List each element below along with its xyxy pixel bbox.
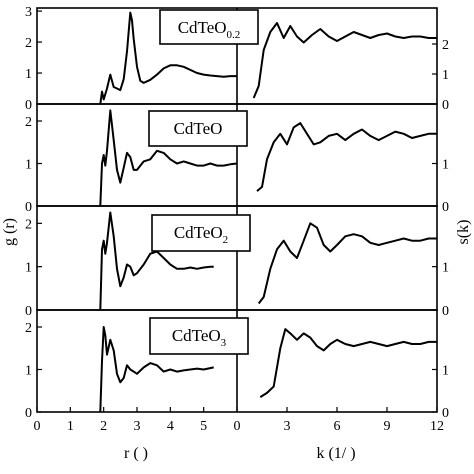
y-tick-label-right-row1: 2 [442,38,449,53]
y-tick-label-left-row1: 3 [25,5,32,20]
y-axis-label-right: s(k) [455,220,472,245]
y-tick-label-left-row3: 2 [25,217,32,232]
composition-label-row3: CdTeO2 [174,223,228,246]
series-line-sk-row1 [252,22,437,99]
y-tick-label-right-row4: 0 [442,406,449,421]
series-line-sk-row2 [256,122,437,192]
y-tick-label-left-row1: 0 [25,98,32,113]
x-tick-label-left: 5 [200,419,207,434]
composition-label-box-row4 [149,317,249,355]
y-tick-label-left-row4: 1 [25,364,32,379]
y-tick-label-left-row2: 0 [25,200,32,215]
y-tick-label-left-row4: 2 [25,321,32,336]
composition-main: CdTeO [174,223,223,242]
x-tick-label-left: 4 [167,419,174,434]
series-line-sk-row3 [257,222,437,305]
y-tick-label-left-row2: 1 [25,158,32,173]
y-axis-label-left: g (r) [1,218,18,246]
x-axis-label-right: k (1/ ) [316,445,355,462]
composition-label-row2: CdTeO [174,119,223,138]
x-tick-label-right: 0 [234,419,241,434]
y-tick-label-right-row2: 1 [442,158,449,173]
composition-label-row4: CdTeO3 [172,326,227,349]
series-line-gr-row1 [99,11,237,105]
x-tick-label-right: 12 [430,419,444,434]
composition-main: CdTeO [178,18,227,37]
composition-label-box-row2 [148,110,248,147]
y-tick-label-left-row1: 2 [25,36,32,51]
series-line-gr-row3 [99,211,214,311]
y-tick-label-right-row1: 1 [442,68,449,83]
composition-label-row1: CdTeO0.2 [178,18,241,41]
panels [99,11,437,413]
composition-main: CdTeO [172,326,221,345]
composition-subscript: 3 [221,337,227,349]
composition-subscript: 0.2 [227,29,241,41]
composition-subscript: 2 [223,234,229,246]
series-line-sk-row4 [259,328,437,398]
y-tick-label-left-row3: 0 [25,304,32,319]
y-tick-label-right-row1: 0 [442,98,449,113]
series-line-gr-row2 [99,109,238,207]
x-tick-label-left: 3 [134,419,141,434]
composition-label-box-row3 [151,214,251,252]
y-tick-label-right-row3: 1 [442,261,449,276]
y-tick-label-left-row2: 2 [25,115,32,130]
x-tick-label-right: 3 [284,419,291,434]
series-line-gr-row4 [99,326,214,413]
y-tick-label-right-row3: 0 [442,304,449,319]
x-tick-label-right: 9 [384,419,391,434]
composition-main: CdTeO [174,119,223,138]
x-tick-label-right: 6 [334,419,341,434]
y-tick-label-right-row4: 1 [442,364,449,379]
x-tick-label-left: 1 [67,419,74,434]
x-tick-label-left: 0 [34,419,41,434]
y-tick-label-left-row4: 0 [25,406,32,421]
x-tick-label-left: 2 [100,419,107,434]
y-tick-label-left-row3: 1 [25,261,32,276]
y-tick-label-right-row2: 0 [442,200,449,215]
y-tick-label-left-row1: 1 [25,67,32,82]
x-axis-label-left: r ( ) [124,445,148,462]
composition-label-box-row1 [159,9,259,45]
